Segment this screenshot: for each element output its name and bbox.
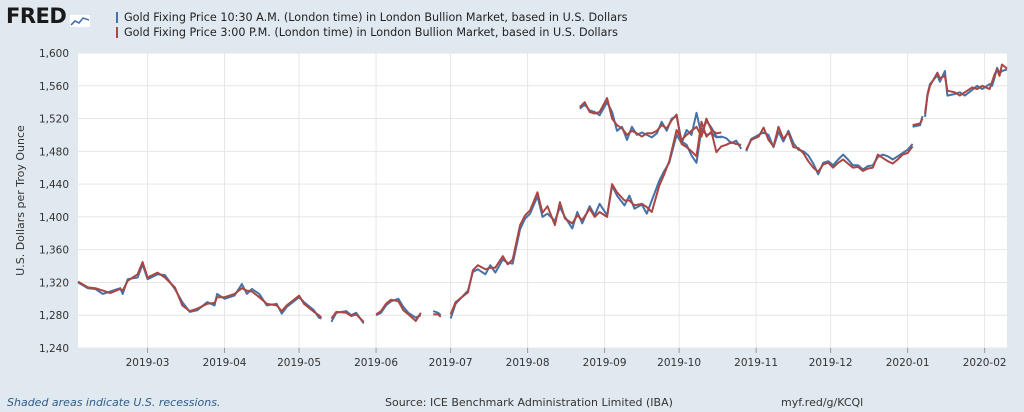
y-axis-label: U.S. Dollars per Troy Ounce: [14, 125, 27, 276]
source-note: Source: ICE Benchmark Administration Lim…: [385, 396, 673, 409]
x-tick-label: 2020-02: [963, 357, 1007, 369]
y-tick-label: 1,360: [39, 245, 69, 257]
y-tick-label: 1,440: [39, 179, 69, 191]
plot-area: [78, 53, 1007, 348]
y-tick-label: 1,480: [39, 146, 69, 158]
y-tick-label: 1,320: [39, 277, 69, 289]
y-tick-label: 1,560: [39, 81, 69, 93]
y-tick-label: 1,520: [39, 114, 69, 126]
legend-item-am[interactable]: Gold Fixing Price 10:30 A.M. (London tim…: [116, 10, 628, 25]
short-url-link[interactable]: myf.red/g/KCQl: [781, 396, 864, 409]
series-line-pm: [77, 63, 1008, 323]
x-tick-label: 2019-11: [734, 357, 778, 369]
x-tick-label: 2019-07: [429, 357, 473, 369]
y-tick-label: 1,280: [39, 310, 69, 322]
y-tick-label: 1,240: [39, 343, 69, 355]
x-tick-label: 2019-12: [809, 357, 853, 369]
legend-swatch-am: [116, 12, 118, 23]
y-tick-label: 1,600: [39, 48, 69, 60]
x-tick-label: 2019-03: [126, 357, 170, 369]
x-tick-label: 2020-01: [886, 357, 930, 369]
legend-swatch-pm: [116, 27, 118, 38]
recession-note: Shaded areas indicate U.S. recessions.: [7, 396, 221, 409]
y-tick-label: 1,400: [39, 212, 69, 224]
legend-label-am: Gold Fixing Price 10:30 A.M. (London tim…: [124, 11, 628, 24]
x-tick-label: 2019-09: [583, 357, 627, 369]
x-tick-label: 2019-06: [354, 357, 398, 369]
chart-legend: Gold Fixing Price 10:30 A.M. (London tim…: [116, 10, 628, 40]
series-line-am: [77, 66, 1008, 324]
x-tick-label: 2019-05: [277, 357, 321, 369]
x-tick-label: 2019-10: [657, 357, 701, 369]
x-tick-label: 2019-08: [506, 357, 550, 369]
legend-item-pm[interactable]: Gold Fixing Price 3:00 P.M. (London time…: [116, 25, 628, 40]
x-tick-label: 2019-04: [203, 357, 247, 369]
logo-text: FRED: [6, 4, 67, 28]
legend-label-pm: Gold Fixing Price 3:00 P.M. (London time…: [124, 26, 618, 39]
